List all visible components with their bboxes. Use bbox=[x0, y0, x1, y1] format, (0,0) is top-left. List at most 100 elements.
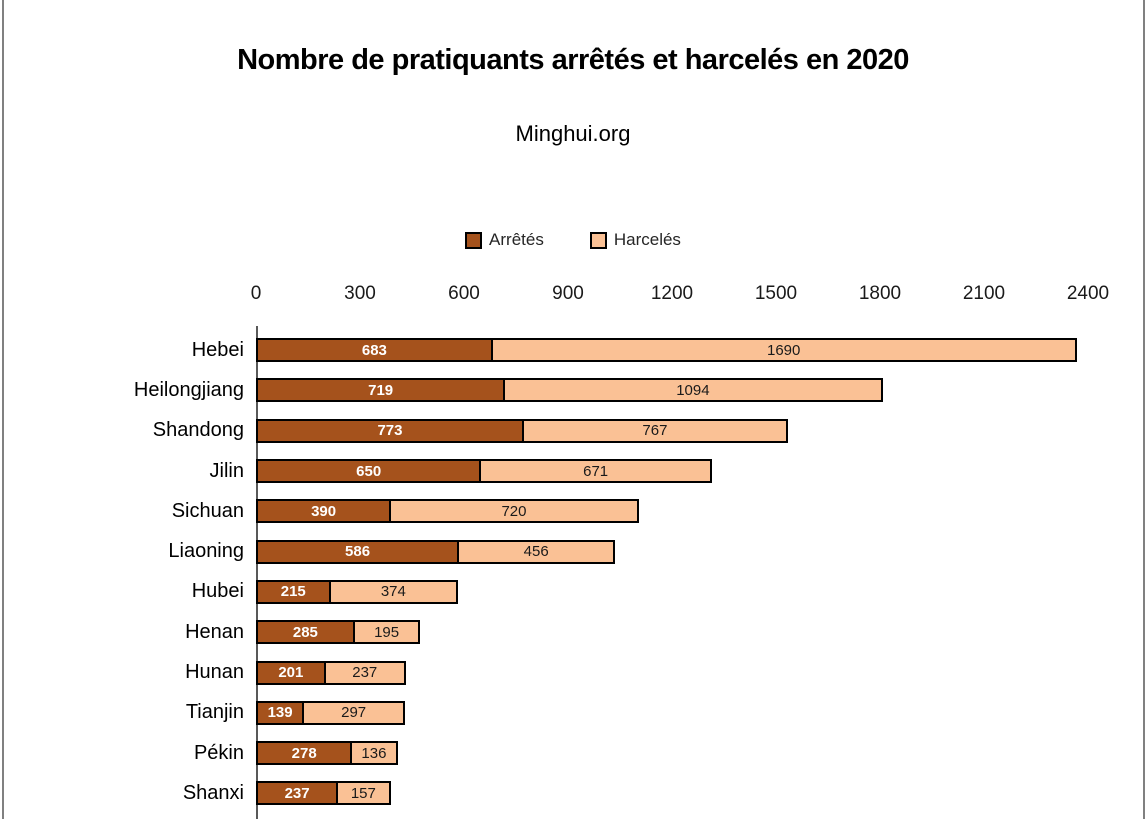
x-tick-label: 600 bbox=[448, 283, 480, 304]
legend-item-harceles: Harcelés bbox=[589, 230, 681, 250]
category-label: Henan bbox=[185, 620, 244, 643]
bar-stack: 237 157 bbox=[256, 781, 391, 806]
bar-value-label: 767 bbox=[642, 422, 668, 440]
bar-segment-harceles: 136 bbox=[350, 741, 398, 766]
x-tick-label: 1800 bbox=[858, 283, 902, 304]
x-tick-label: 300 bbox=[344, 283, 376, 304]
bar-segment-arretes: 139 bbox=[256, 700, 305, 725]
bar-value-label: 297 bbox=[341, 704, 367, 722]
legend-label: Harcelés bbox=[613, 230, 681, 249]
bar-row: Hubei 215 374 bbox=[0, 572, 1146, 612]
bar-segment-harceles: 720 bbox=[389, 499, 639, 524]
bar-stack: 683 1690 bbox=[256, 338, 1077, 363]
bar-segment-harceles: 767 bbox=[521, 418, 788, 443]
bar-stack: 215 374 bbox=[256, 579, 459, 604]
bar-segment-arretes: 773 bbox=[256, 418, 524, 443]
bar-segment-harceles: 671 bbox=[479, 459, 712, 484]
x-tick-label: 1500 bbox=[754, 283, 798, 304]
bar-value-label: 671 bbox=[583, 462, 609, 480]
bar-stack: 586 456 bbox=[256, 539, 616, 564]
bar-segment-harceles: 195 bbox=[352, 620, 421, 645]
category-label: Hunan bbox=[185, 661, 244, 684]
x-tick-label: 0 bbox=[250, 283, 262, 304]
bar-row: Hunan 201 237 bbox=[0, 652, 1146, 692]
bar-row: Pékin 278 136 bbox=[0, 733, 1146, 773]
category-label: Hubei bbox=[191, 580, 244, 603]
bar-stack: 201 237 bbox=[256, 660, 406, 685]
bar-row: Jilin 650 671 bbox=[0, 451, 1146, 491]
bar-value-label: 278 bbox=[291, 744, 317, 762]
bar-row: Shandong 773 767 bbox=[0, 411, 1146, 451]
bar-segment-arretes: 215 bbox=[256, 579, 331, 604]
bar-row: Henan 285 195 bbox=[0, 612, 1146, 652]
bar-stack: 285 195 bbox=[256, 620, 421, 645]
bar-row: Heilongjiang 719 1094 bbox=[0, 370, 1146, 410]
bar-value-label: 456 bbox=[523, 543, 549, 561]
bar-segment-arretes: 719 bbox=[256, 378, 506, 403]
legend: Arrêtés Harcelés bbox=[0, 230, 1146, 250]
x-tick-label: 900 bbox=[552, 283, 584, 304]
x-axis: 0 300 600 900 1200 1500 1800 2100 2400 bbox=[0, 283, 1146, 307]
bar-segment-harceles: 456 bbox=[457, 539, 616, 564]
bar-row: Liaoning 586 456 bbox=[0, 532, 1146, 572]
bar-segment-arretes: 650 bbox=[256, 459, 482, 484]
bar-row: Shanxi 237 157 bbox=[0, 773, 1146, 813]
bar-stack: 773 767 bbox=[256, 418, 788, 443]
legend-label: Arrêtés bbox=[489, 230, 544, 249]
bar-value-label: 720 bbox=[501, 502, 527, 520]
bar-value-label: 285 bbox=[292, 623, 318, 641]
frame-border-left bbox=[2, 0, 4, 819]
bar-segment-harceles: 157 bbox=[336, 781, 391, 806]
bar-row: Sichuan 390 720 bbox=[0, 491, 1146, 531]
bar-value-label: 136 bbox=[361, 744, 387, 762]
bar-segment-harceles: 237 bbox=[323, 660, 406, 685]
bar-row: Tianjin 139 297 bbox=[0, 693, 1146, 733]
chart-title: Nombre de pratiquants arrêtés et harcelé… bbox=[237, 44, 909, 76]
bar-row: Hebei 683 1690 bbox=[0, 330, 1146, 370]
x-tick-label: 2400 bbox=[1066, 283, 1110, 304]
bar-value-label: 390 bbox=[311, 502, 337, 520]
bar-value-label: 650 bbox=[356, 462, 382, 480]
bar-segment-harceles: 1690 bbox=[490, 338, 1077, 363]
chart-subtitle: Minghui.org bbox=[515, 121, 631, 146]
category-label: Tianjin bbox=[185, 701, 244, 724]
bar-value-label: 683 bbox=[361, 341, 387, 359]
bar-value-label: 719 bbox=[368, 381, 394, 399]
bar-segment-harceles: 374 bbox=[328, 579, 459, 604]
category-label: Hebei bbox=[191, 338, 244, 361]
category-label: Heilongjiang bbox=[133, 378, 244, 401]
bar-stack: 390 720 bbox=[256, 499, 639, 524]
bar-value-label: 1690 bbox=[767, 341, 801, 359]
category-label: Jilin bbox=[209, 459, 244, 482]
bar-value-label: 157 bbox=[350, 784, 376, 802]
bar-segment-harceles: 297 bbox=[302, 700, 406, 725]
legend-swatch-icon bbox=[465, 231, 483, 249]
bar-segment-arretes: 201 bbox=[256, 660, 326, 685]
category-label: Sichuan bbox=[171, 499, 244, 522]
category-label: Shandong bbox=[152, 419, 244, 442]
bar-value-label: 586 bbox=[345, 543, 371, 561]
y-axis-line bbox=[256, 326, 258, 819]
category-label: Shanxi bbox=[182, 781, 244, 804]
bar-segment-arretes: 278 bbox=[256, 741, 353, 766]
legend-swatch-icon bbox=[589, 231, 607, 249]
bar-value-label: 237 bbox=[284, 784, 310, 802]
category-label: Liaoning bbox=[168, 540, 244, 563]
bar-segment-arretes: 586 bbox=[256, 539, 460, 564]
bar-value-label: 201 bbox=[278, 664, 304, 682]
bar-value-label: 215 bbox=[280, 583, 306, 601]
bar-stack: 719 1094 bbox=[256, 378, 883, 403]
bar-segment-arretes: 390 bbox=[256, 499, 392, 524]
legend-item-arretes: Arrêtés bbox=[465, 230, 544, 250]
bar-stack: 650 671 bbox=[256, 459, 712, 484]
bar-value-label: 773 bbox=[377, 422, 403, 440]
x-tick-label: 1200 bbox=[650, 283, 694, 304]
bar-value-label: 237 bbox=[352, 664, 378, 682]
bar-segment-arretes: 285 bbox=[256, 620, 355, 645]
bar-value-label: 195 bbox=[374, 623, 400, 641]
bar-value-label: 374 bbox=[380, 583, 406, 601]
bar-segment-arretes: 237 bbox=[256, 781, 339, 806]
bar-value-label: 1094 bbox=[676, 381, 710, 399]
bar-segment-harceles: 1094 bbox=[503, 378, 883, 403]
